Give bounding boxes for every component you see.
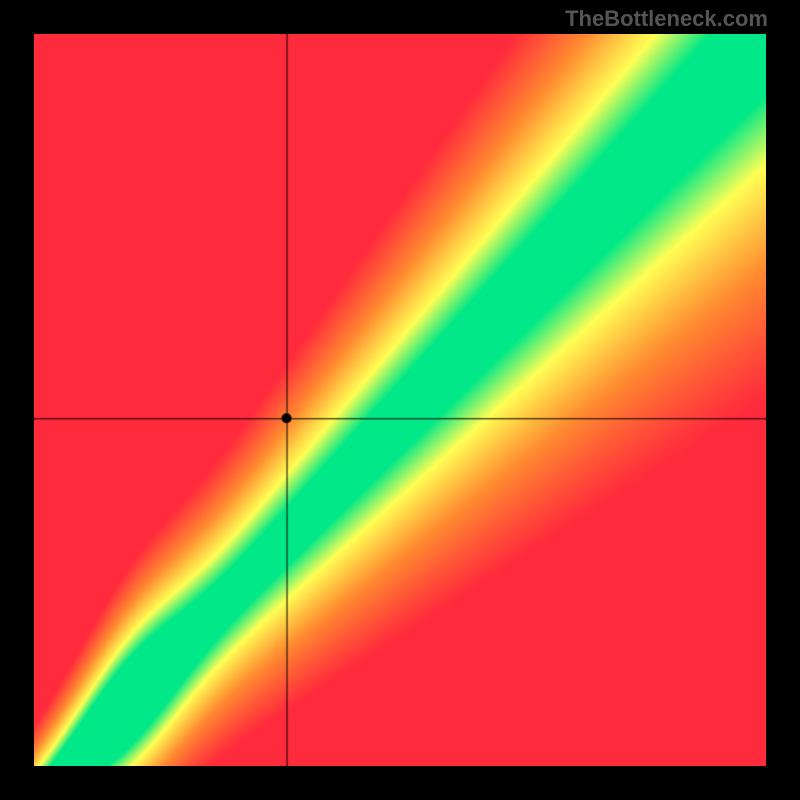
watermark-text: TheBottleneck.com (565, 6, 768, 32)
bottleneck-heatmap (34, 34, 766, 766)
heatmap-canvas (34, 34, 766, 766)
